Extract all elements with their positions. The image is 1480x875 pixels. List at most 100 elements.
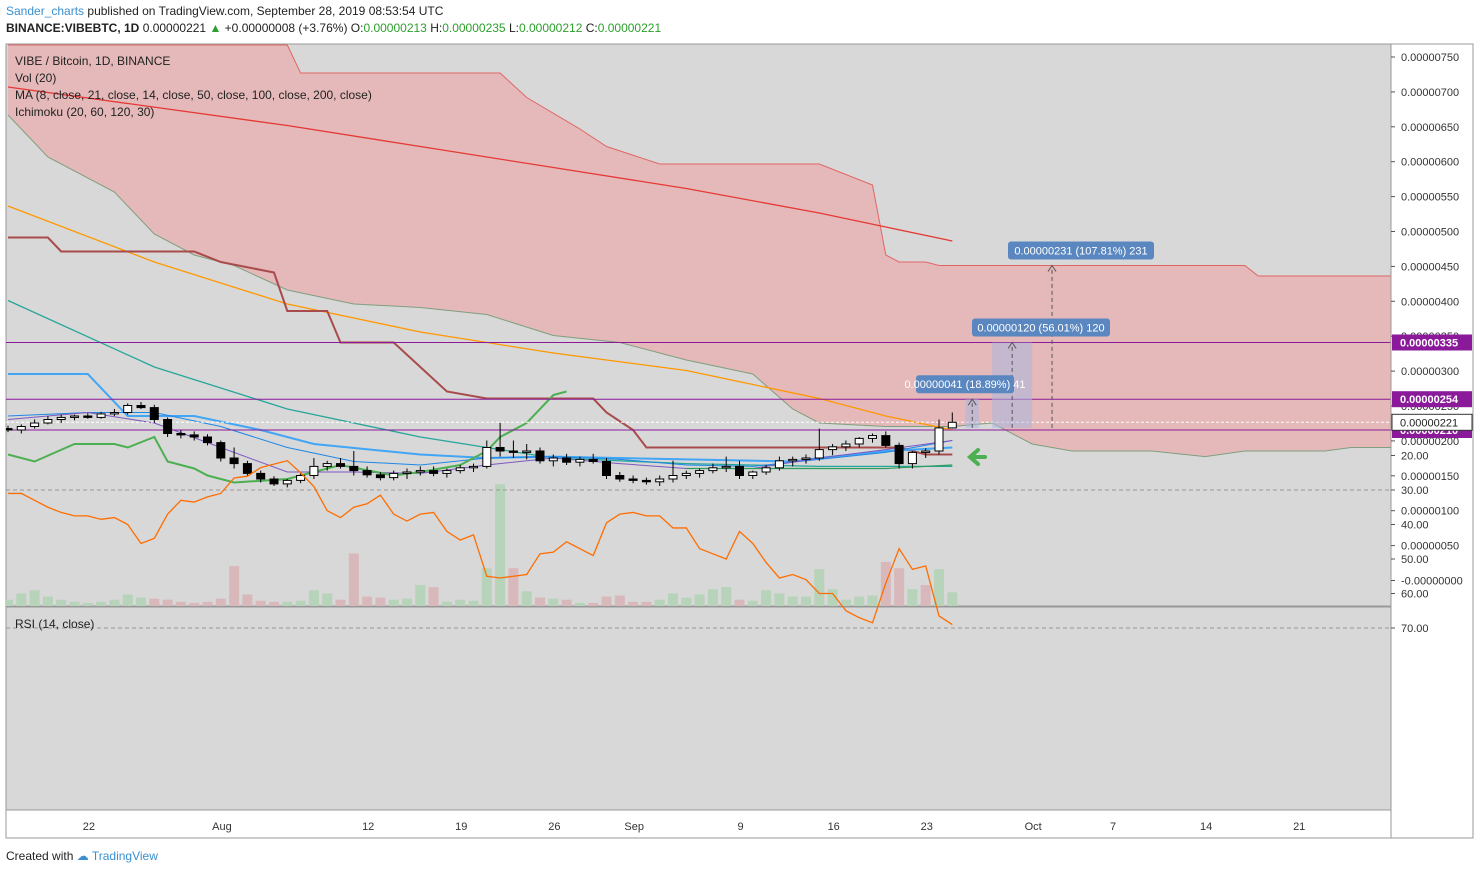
- candle-body: [588, 458, 598, 462]
- volume-bar: [827, 589, 838, 606]
- volume-bar: [388, 599, 399, 606]
- candle-body: [921, 450, 931, 453]
- candle-body: [282, 479, 292, 485]
- current-price-label: 0.00000221: [1400, 417, 1458, 429]
- candle-body: [455, 467, 465, 472]
- measure-label: 0.00000120 (56.01%) 120: [977, 323, 1104, 335]
- candle-body: [735, 465, 744, 476]
- volume-bar: [867, 595, 878, 606]
- candle-body: [349, 465, 359, 472]
- kijun-line: [8, 236, 953, 456]
- legend-line: MA (8, close, 21, close, 14, close, 50, …: [15, 88, 372, 102]
- candle-body: [695, 470, 705, 474]
- last-price: 0.00000221: [142, 21, 207, 35]
- volume-bar: [641, 601, 652, 606]
- volume-bar: [308, 590, 319, 606]
- price-tick-label: 0.00000050: [1401, 541, 1459, 553]
- volume-bar: [934, 569, 944, 606]
- volume-bar: [455, 599, 466, 606]
- time-tick-label: 26: [548, 821, 560, 833]
- candle-body: [149, 407, 159, 421]
- candle-body: [6, 428, 13, 431]
- measure-label-bg: [916, 375, 1014, 394]
- candle-body: [229, 457, 239, 465]
- chart-canvas[interactable]: 0.00000750 0.00000700 0.00000650 0.00000600…: [0, 0, 1480, 840]
- candle-body: [628, 478, 638, 481]
- volume-bar: [548, 598, 559, 606]
- candle-body: [548, 457, 558, 462]
- volume-bar: [694, 594, 705, 606]
- candle-body: [708, 467, 718, 472]
- level-label: 0.00000335: [1400, 338, 1458, 350]
- rsi-tick-label: 50.00: [1401, 554, 1429, 566]
- candle-body: [615, 475, 625, 480]
- close-value: 0.00000221: [597, 21, 662, 35]
- legend-line: Vol (20): [15, 71, 56, 85]
- tradingview-logo-icon[interactable]: ☁: [76, 849, 89, 863]
- price-tick-label: -0.00000000: [1401, 576, 1463, 588]
- candle-body: [522, 450, 532, 453]
- low-label: L:: [508, 21, 519, 35]
- volume-bar: [255, 600, 266, 606]
- volume-bar: [920, 585, 931, 606]
- time-tick-label: 19: [455, 821, 467, 833]
- rsi-tick-label: 30.00: [1401, 485, 1429, 497]
- volume-bar: [521, 591, 532, 606]
- time-tick-label: 14: [1200, 821, 1212, 833]
- green-arrow-icon: [966, 448, 987, 466]
- candle-body: [801, 457, 811, 460]
- volume-bar: [295, 600, 306, 606]
- current-price-label-bg: [1391, 413, 1473, 431]
- price-panel[interactable]: [3, 43, 1392, 607]
- candle-body: [136, 405, 146, 409]
- high-value: 0.00000235: [442, 21, 506, 35]
- author-link[interactable]: Sander_charts: [6, 4, 85, 18]
- candle-body: [83, 415, 93, 418]
- time-tick-label: 22: [83, 821, 95, 833]
- axes: 0.00000750 0.00000700 0.00000650 0.00000600…: [5, 43, 1474, 839]
- publish-info: Sander_charts published on TradingView.c…: [6, 4, 443, 18]
- price-content: [6, 44, 1391, 606]
- price-tick-label: 0.00000600: [1401, 157, 1459, 169]
- volume-bar: [56, 599, 67, 606]
- volume-bar: [162, 599, 173, 606]
- candle-body: [854, 437, 864, 445]
- volume-bar: [668, 593, 678, 606]
- level-label-bg: [1392, 391, 1472, 408]
- volume-bar: [801, 596, 811, 606]
- volume-bar: [787, 596, 798, 606]
- price-tick-label: 0.00000100: [1401, 506, 1459, 518]
- candle-body: [256, 472, 266, 480]
- volume-bar: [335, 599, 346, 606]
- volume-bar: [109, 599, 120, 606]
- volume-bar: [16, 593, 27, 606]
- candle-body: [123, 405, 133, 413]
- candle-body: [934, 427, 944, 452]
- close-label: C:: [585, 21, 598, 35]
- price-tick-label: 0.00000400: [1401, 296, 1459, 308]
- volume-bar: [69, 601, 80, 606]
- candle-body: [841, 443, 851, 448]
- level-label: 0.00000254: [1400, 394, 1459, 406]
- volume-bar: [854, 596, 865, 606]
- volume-bar: [136, 597, 146, 606]
- measure-arrow-head: [1007, 341, 1017, 349]
- rsi-panel[interactable]: [5, 459, 1392, 811]
- volume-bar: [628, 601, 639, 606]
- candle-body: [788, 458, 798, 462]
- tradingview-brand[interactable]: TradingView: [91, 849, 158, 863]
- volume-bar: [840, 599, 851, 606]
- candle-body: [947, 421, 957, 429]
- time-tick-label: 7: [1110, 821, 1116, 833]
- volume-bar: [561, 599, 572, 606]
- senkou-span-a: [7, 114, 1391, 458]
- time-tick-label: Oct: [1025, 821, 1042, 833]
- price-tick-label: 0.00000750: [1401, 52, 1459, 64]
- rsi-line: [8, 459, 953, 626]
- time-tick-label: 12: [362, 821, 374, 833]
- candle-body: [163, 419, 173, 434]
- time-tick-label: 21: [1293, 821, 1305, 833]
- measure-label: 0.00000231 (107.81%) 231: [1014, 246, 1147, 258]
- price-tick-label: 0.00000500: [1401, 227, 1459, 239]
- volume-bar: [734, 599, 745, 606]
